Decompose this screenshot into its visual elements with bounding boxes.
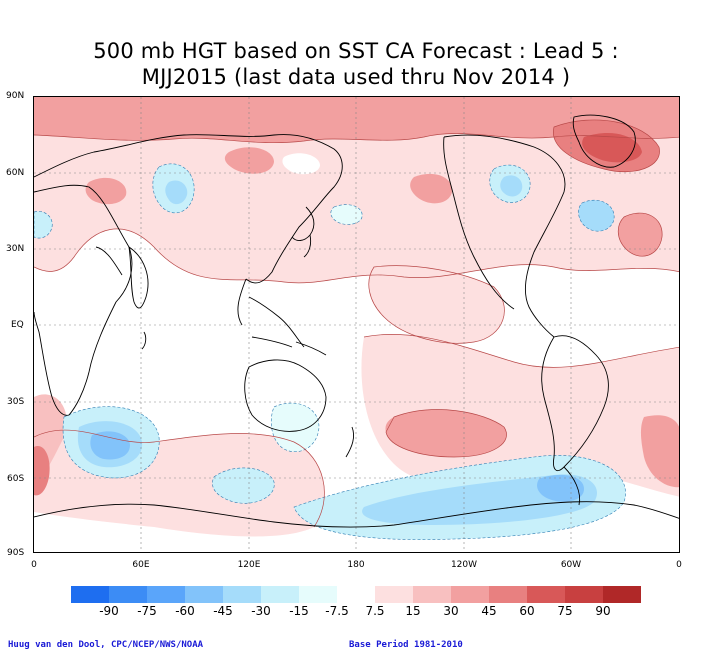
positive-anomaly-greenland-core — [582, 132, 642, 163]
anomaly-map-svg — [34, 97, 679, 552]
negative-anomaly-indian-core2 — [90, 431, 130, 460]
lat-label-30s: 30S — [7, 397, 25, 407]
positive-anomaly-sw-core — [641, 415, 679, 488]
positive-anomaly-natlantic — [618, 213, 663, 257]
colorbar-label: 90 — [595, 604, 611, 618]
lon-label-60w: 60W — [560, 560, 582, 570]
colorbar-label: -7.5 — [325, 604, 349, 618]
lat-label-eq: EQ — [11, 320, 24, 330]
lon-label-60e: 60E — [132, 560, 150, 570]
colorbar-swatch-6 — [299, 586, 337, 603]
lat-label-60s: 60S — [7, 474, 25, 484]
credit-base-period: Base Period 1981-2010 — [349, 640, 463, 650]
anomaly-map — [33, 96, 680, 553]
lon-label-0-left: 0 — [31, 560, 37, 570]
colorbar-swatch-13 — [565, 586, 603, 603]
lon-label-120w: 120W — [450, 560, 478, 570]
colorbar-swatch-1 — [109, 586, 147, 603]
coastlines — [34, 114, 679, 528]
colorbar-label: 60 — [519, 604, 535, 618]
negative-anomaly-canada-core — [500, 175, 523, 197]
title-line-1: 500 mb HGT based on SST CA Forecast : Le… — [93, 39, 619, 63]
colorbar-swatch-10 — [451, 586, 489, 603]
colorbar-swatch-12 — [527, 586, 565, 603]
colorbar-label: -30 — [251, 604, 271, 618]
colorbar-label: -90 — [99, 604, 119, 618]
colorbar-label: -45 — [213, 604, 233, 618]
positive-anomaly-pacific — [368, 265, 505, 344]
lat-label-30n: 30N — [6, 244, 25, 254]
negative-anomaly-natlantic — [578, 199, 615, 232]
colorbar-swatch-9 — [413, 586, 451, 603]
colorbar-label: 15 — [405, 604, 421, 618]
colorbar-label: 30 — [443, 604, 459, 618]
colorbar-swatch-3 — [185, 586, 223, 603]
colorbar-label: -75 — [137, 604, 157, 618]
positive-anomaly-arctic — [34, 97, 679, 143]
colorbar-swatch-4 — [223, 586, 261, 603]
lon-label-120e: 120E — [237, 560, 261, 570]
colorbar-swatch-0 — [71, 586, 109, 603]
negative-anomaly-npacific-small — [330, 204, 363, 225]
colorbar-swatch-8 — [375, 586, 413, 603]
negative-anomaly-southern-core2 — [537, 474, 584, 502]
positive-anomaly-north — [34, 97, 679, 283]
lat-label-90n: 90N — [6, 91, 25, 101]
lon-label-0-right: 0 — [676, 560, 682, 570]
lat-label-90s: 90S — [7, 548, 25, 558]
negative-anomaly-s-pacific — [212, 467, 275, 504]
colorbar-label: -15 — [289, 604, 309, 618]
colorbar-label: -60 — [175, 604, 195, 618]
positive-anomaly-npacific — [410, 173, 453, 204]
negative-anomaly-w-edge — [34, 211, 53, 239]
colorbar-swatch-11 — [489, 586, 527, 603]
colorbar-swatch-7 — [337, 586, 375, 603]
colorbar-label: 75 — [557, 604, 573, 618]
lat-label-60n: 60N — [6, 168, 25, 178]
positive-anomaly-europe — [85, 177, 127, 205]
colorbar-swatch-2 — [147, 586, 185, 603]
positive-anomaly-s-atlantic-core — [385, 409, 507, 457]
lon-label-180: 180 — [347, 560, 365, 570]
map-title: 500 mb HGT based on SST CA Forecast : Le… — [0, 38, 712, 90]
positive-anomaly-siberia — [224, 147, 274, 174]
negative-anomaly-tasman — [271, 402, 320, 453]
colorbar-label: 7.5 — [365, 604, 385, 618]
credit-author: Huug van den Dool, CPC/NCEP/NWS/NOAA — [8, 640, 204, 650]
white-patch-siberia — [282, 153, 320, 175]
colorbar-swatch-5 — [261, 586, 299, 603]
colorbar-swatch-14 — [603, 586, 641, 603]
colorbar-label: 45 — [481, 604, 497, 618]
positive-anomaly-s-africa — [34, 446, 50, 496]
title-line-2: MJJ2015 (last data used thru Nov 2014 ) — [141, 65, 571, 89]
negative-anomaly-asia-core — [165, 180, 188, 205]
